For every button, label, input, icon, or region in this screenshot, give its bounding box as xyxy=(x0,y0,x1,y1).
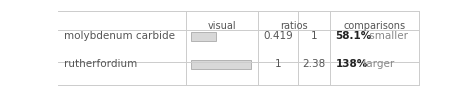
Text: larger: larger xyxy=(360,59,394,69)
Text: molybdenum carbide: molybdenum carbide xyxy=(64,31,174,41)
Text: 1: 1 xyxy=(311,31,317,41)
Text: 58.1%: 58.1% xyxy=(336,31,372,41)
Text: visual: visual xyxy=(208,21,236,31)
Text: 1: 1 xyxy=(275,59,281,69)
Text: 0.419: 0.419 xyxy=(263,31,293,41)
Text: comparisons: comparisons xyxy=(343,21,405,31)
Text: ratios: ratios xyxy=(280,21,308,31)
Text: 2.38: 2.38 xyxy=(302,59,325,69)
FancyBboxPatch shape xyxy=(192,32,216,41)
Text: rutherfordium: rutherfordium xyxy=(64,59,137,69)
Text: smaller: smaller xyxy=(366,31,408,41)
Text: 138%: 138% xyxy=(336,59,368,69)
FancyBboxPatch shape xyxy=(192,60,251,68)
